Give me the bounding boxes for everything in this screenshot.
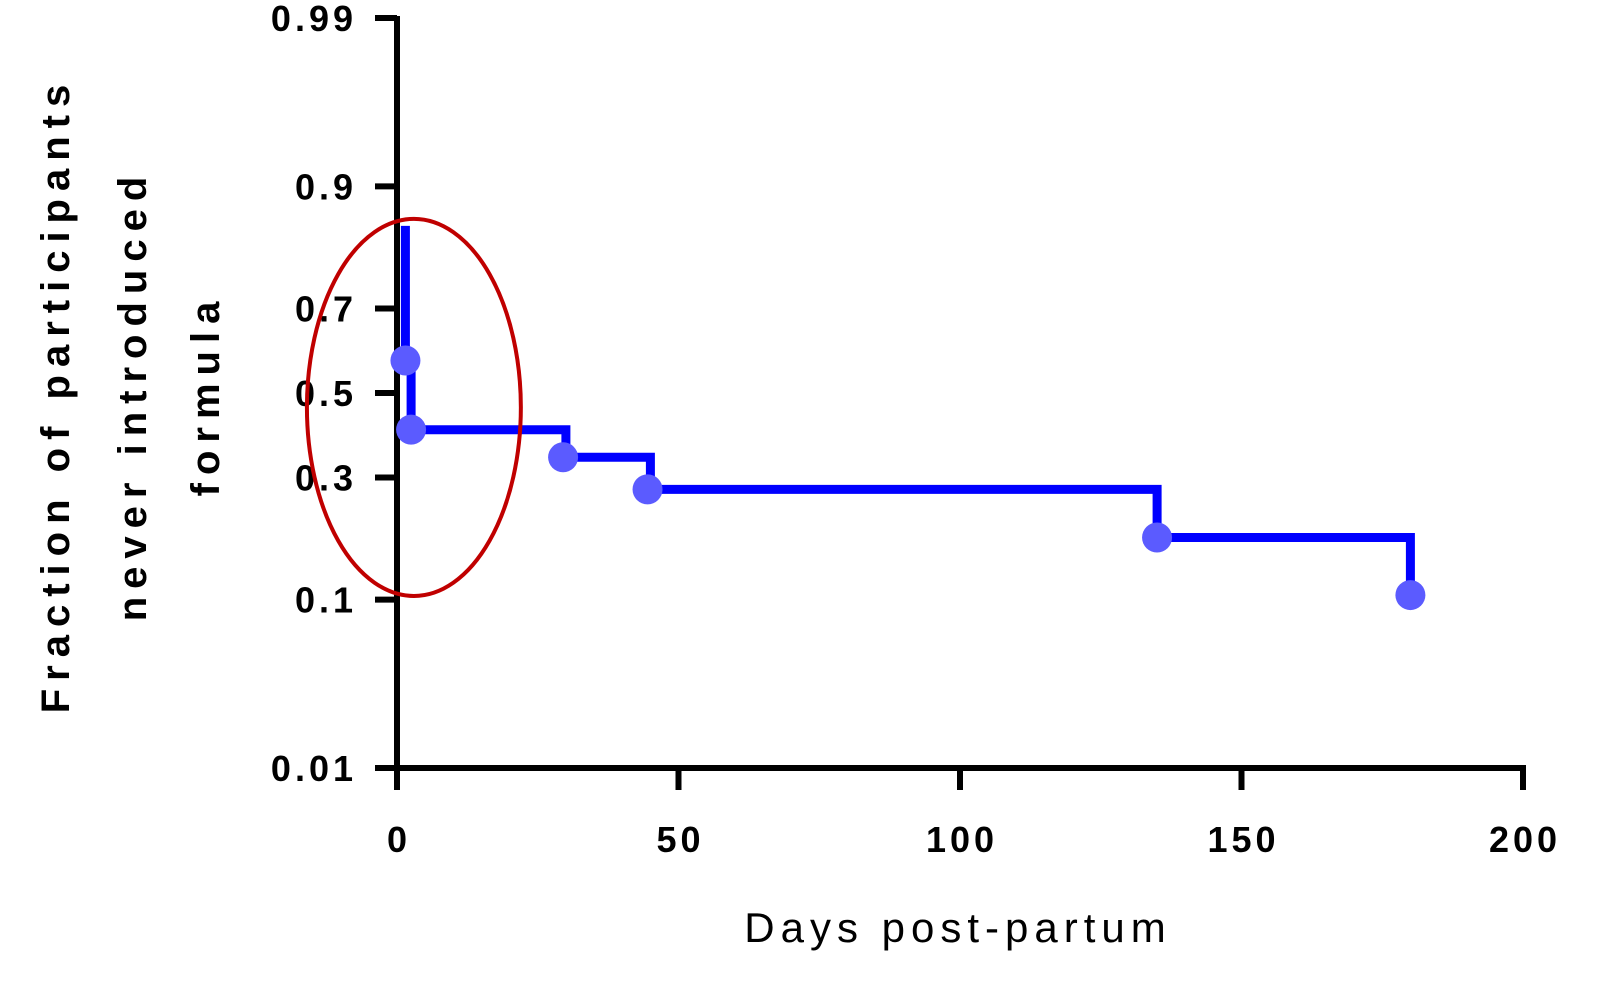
highlight-ellipse bbox=[304, 216, 523, 598]
series-layer bbox=[390, 225, 1426, 611]
y-axis-title-line: Fraction of participants bbox=[34, 77, 78, 714]
data-point bbox=[396, 414, 427, 445]
y-axis-title-line: never introduced bbox=[111, 169, 155, 622]
y-tick-label: 0.9 bbox=[295, 166, 357, 207]
y-axis-title-line: formula bbox=[184, 294, 228, 497]
data-point bbox=[1142, 522, 1173, 553]
series-step-line bbox=[400, 225, 1415, 596]
x-tick-label: 200 bbox=[1489, 819, 1561, 860]
data-point bbox=[548, 442, 579, 473]
y-axis-title: Fraction of participants never introduced… bbox=[34, 77, 228, 714]
ticks: 0.010.10.30.50.70.90.990 50 100 150 200 bbox=[271, 0, 1561, 860]
data-point bbox=[632, 474, 663, 505]
annotation-layer bbox=[304, 216, 523, 598]
y-tick-label: 0.1 bbox=[295, 580, 357, 621]
y-tick-label: 0.99 bbox=[271, 0, 357, 39]
x-tick-label: 150 bbox=[1207, 819, 1279, 860]
data-point bbox=[390, 345, 421, 376]
x-tick-label: 50 bbox=[656, 819, 704, 860]
data-point bbox=[1395, 580, 1426, 611]
y-tick-label: 0.3 bbox=[295, 458, 357, 499]
y-tick-label: 0.01 bbox=[271, 748, 357, 789]
x-tick-label: 0 bbox=[387, 819, 411, 860]
y-tick-label: 0.5 bbox=[295, 373, 357, 414]
x-axis-title: Days post-partum bbox=[744, 904, 1171, 951]
axes bbox=[394, 16, 1526, 771]
x-tick-label: 100 bbox=[926, 819, 998, 860]
